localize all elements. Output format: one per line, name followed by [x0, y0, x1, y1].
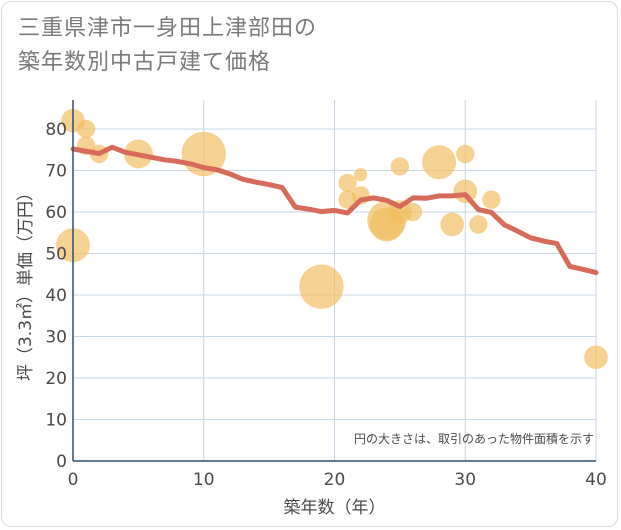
chart-title-line-1: 三重県津市一身田上津部田の — [18, 16, 318, 41]
bubble-10 — [354, 168, 368, 182]
y-tick-label-80: 80 — [45, 120, 67, 140]
y-tick-label-60: 60 — [45, 203, 67, 223]
bubble-14 — [390, 157, 410, 176]
x-tick-label-40: 40 — [585, 470, 607, 490]
trend-line — [70, 144, 599, 276]
bubble-17 — [422, 145, 457, 180]
y-tick-label-0: 0 — [56, 452, 67, 472]
x-tick-label-0: 0 — [68, 470, 79, 490]
x-tick-label-10: 10 — [193, 470, 215, 490]
bubble-16 — [403, 202, 423, 222]
bubble-1 — [76, 119, 96, 139]
x-tick-label-30: 30 — [454, 470, 476, 490]
bubbles — [56, 108, 608, 370]
x-tick-label-20: 20 — [324, 470, 346, 490]
bubble-7 — [299, 264, 344, 309]
bubble-19 — [456, 144, 475, 164]
tick-labels: 0 10 20 30 40 50 60 70 80 0 10 20 30 40 — [45, 120, 606, 490]
y-axis-label: 坪（3.3㎡）単価（万円） — [16, 184, 36, 381]
bubble-8 — [338, 173, 357, 193]
size-annotation: 円の大きさは、取引のあった物件面積を示す — [354, 431, 594, 446]
chart-title: 三重県津市一身田上津部田の 築年数別中古戸建て価格 — [18, 12, 317, 80]
x-axis-label: 築年数（年） — [284, 498, 386, 518]
bubble-23 — [584, 345, 608, 370]
y-tick-label-30: 30 — [45, 328, 67, 348]
bubble-20 — [453, 179, 478, 204]
y-tick-label-20: 20 — [45, 369, 67, 389]
axes — [72, 100, 596, 462]
chart-title-line-2: 築年数別中古戸建て価格 — [18, 50, 272, 75]
trend-line-group — [70, 144, 599, 276]
bubble-18 — [440, 212, 464, 237]
bubble-21 — [469, 215, 488, 234]
bubble-22 — [482, 190, 501, 209]
y-tick-label-50: 50 — [45, 245, 67, 265]
y-tick-label-70: 70 — [45, 162, 67, 182]
y-tick-label-40: 40 — [45, 286, 67, 306]
y-tick-label-10: 10 — [45, 411, 67, 431]
